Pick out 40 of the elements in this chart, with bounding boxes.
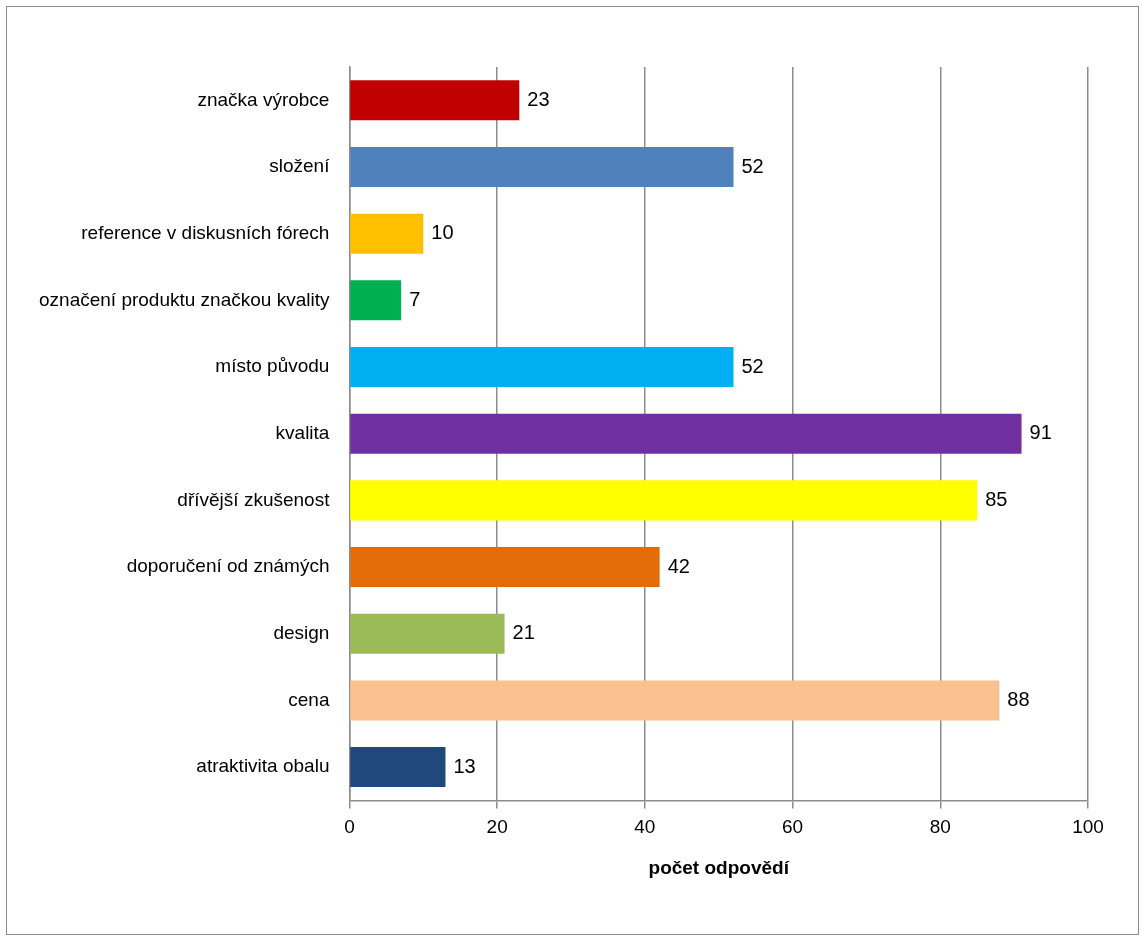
y-tick-label: cena xyxy=(288,688,330,710)
bar xyxy=(350,547,660,588)
data-label: 85 xyxy=(985,487,1008,510)
bar xyxy=(350,747,446,788)
data-label: 13 xyxy=(453,754,476,777)
bar xyxy=(350,347,734,388)
bar xyxy=(350,680,1000,721)
data-label: 88 xyxy=(1007,687,1030,710)
y-tick-label: design xyxy=(273,621,330,643)
bar xyxy=(350,147,734,188)
bar xyxy=(350,280,402,321)
data-label: 52 xyxy=(741,354,764,377)
x-tick-label: 100 xyxy=(1072,816,1104,838)
bar xyxy=(350,80,520,121)
data-label: 52 xyxy=(741,154,764,177)
data-label: 10 xyxy=(431,221,454,244)
y-tick-label: místo původu xyxy=(215,355,330,377)
x-tick-label: 40 xyxy=(634,816,656,838)
data-label: 7 xyxy=(409,287,421,310)
x-tick-label: 0 xyxy=(344,816,355,838)
bar xyxy=(350,413,1022,454)
bar xyxy=(350,480,978,521)
y-tick-label: složení xyxy=(269,155,331,177)
y-tick-label: atraktivita obalu xyxy=(196,755,330,777)
bar xyxy=(350,213,424,254)
data-label: 21 xyxy=(512,621,535,644)
y-tick-label: doporučení od známých xyxy=(126,555,330,577)
data-label: 23 xyxy=(527,87,550,110)
x-axis-title: počet odpovědí xyxy=(648,856,790,878)
y-tick-label: kvalita xyxy=(275,421,330,443)
y-tick-label: reference v diskusních fórech xyxy=(81,221,330,243)
y-tick-label: označení produktu značkou kvality xyxy=(38,288,330,310)
x-tick-label: 20 xyxy=(486,816,508,838)
data-label: 42 xyxy=(667,554,690,577)
x-tick-label: 60 xyxy=(782,816,804,838)
bar xyxy=(350,613,505,654)
x-tick-label: 80 xyxy=(929,816,951,838)
y-tick-label: značka výrobce xyxy=(197,88,330,110)
data-label: 91 xyxy=(1029,421,1052,444)
y-tick-label: dřívější zkušenost xyxy=(177,488,331,510)
